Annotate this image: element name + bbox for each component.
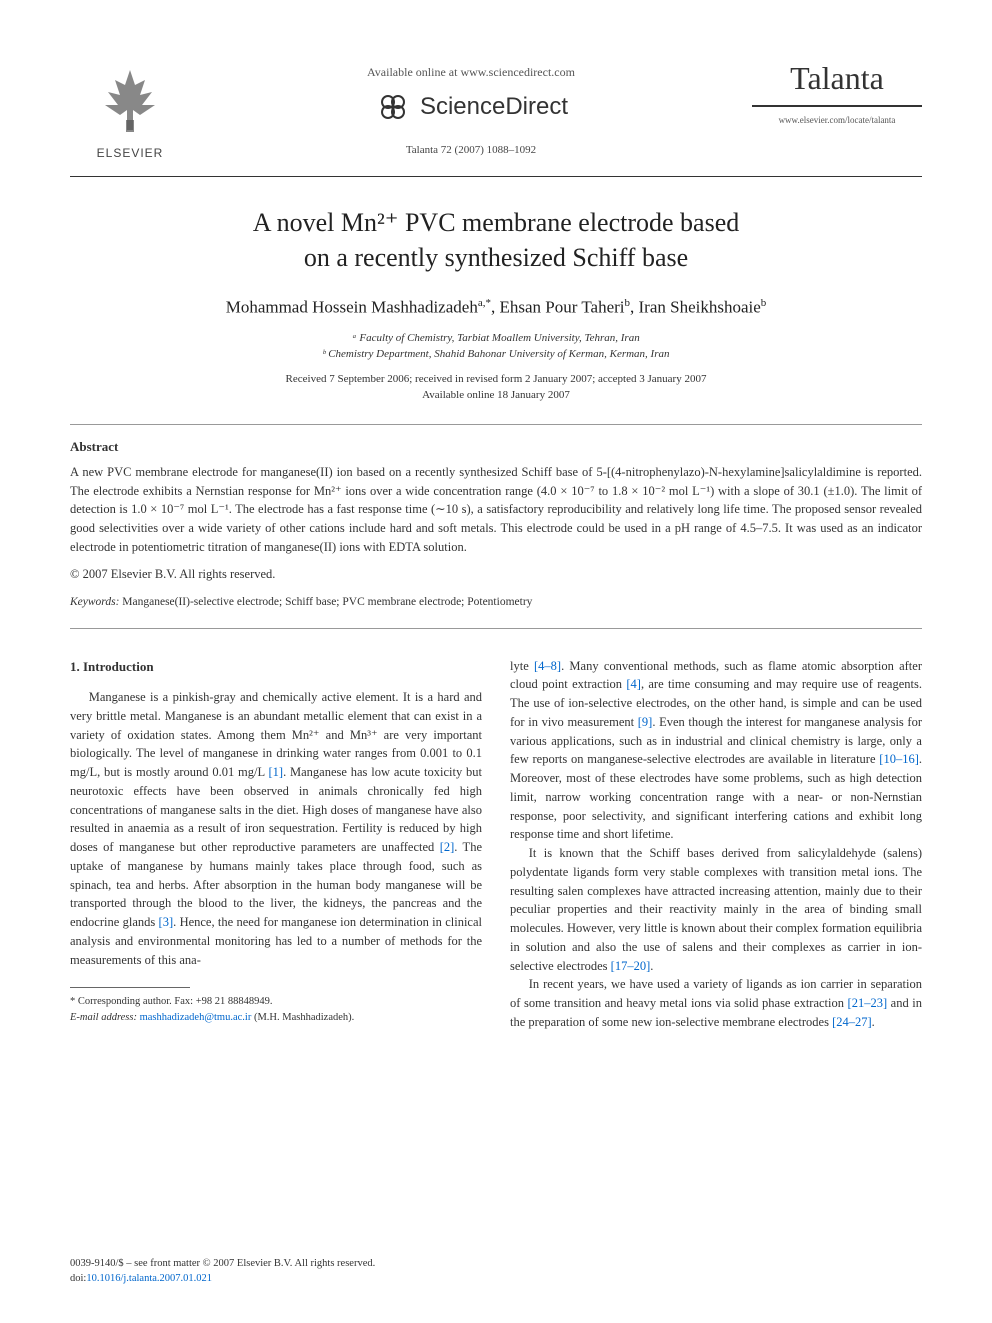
center-header: Available online at www.sciencedirect.co… [190,60,752,156]
intro-paragraph-1-cont: lyte [4–8]. Many conventional methods, s… [510,657,922,845]
title-line1: A novel Mn²⁺ PVC membrane electrode base… [253,208,740,237]
author3: , Iran Sheikhshoaie [630,298,761,317]
top-rule [70,176,922,177]
ref-3[interactable]: [3] [159,915,174,929]
online-line: Available online 18 January 2007 [422,389,570,401]
ref-24-27[interactable]: [24–27] [832,1015,872,1029]
affiliation-a: ᵃ Faculty of Chemistry, Tarbiat Moallem … [70,330,922,347]
ref-1[interactable]: [1] [269,765,284,779]
keywords-text: Manganese(II)-selective electrode; Schif… [119,596,532,608]
ref-17-20[interactable]: [17–20] [611,959,651,973]
ref-21-23[interactable]: [21–23] [848,996,888,1010]
author3-sup: b [761,297,767,309]
abstract-bottom-rule [70,628,922,629]
footnote-email[interactable]: mashhadizadeh@tmu.ac.ir [140,1012,252,1023]
sciencedirect-row: ScienceDirect [190,88,752,126]
footnote-email-label: E-mail address: [70,1012,140,1023]
intro-paragraph-3: In recent years, we have used a variety … [510,975,922,1031]
ref-9[interactable]: [9] [638,715,653,729]
journal-url: www.elsevier.com/locate/talanta [752,115,922,125]
doi-label: doi: [70,1273,86,1284]
intro-paragraph-2: It is known that the Schiff bases derive… [510,844,922,975]
body-columns: 1. Introduction Manganese is a pinkish-g… [70,657,922,1032]
journal-block: Talanta www.elsevier.com/locate/talanta [752,60,922,125]
column-right: lyte [4–8]. Many conventional methods, s… [510,657,922,1032]
citation-line: Talanta 72 (2007) 1088–1092 [190,144,752,156]
keywords-line: Keywords: Manganese(II)-selective electr… [70,596,922,608]
author2: , Ehsan Pour Taheri [491,298,625,317]
keywords-label: Keywords: [70,596,119,608]
footnote-corr: * Corresponding author. Fax: +98 21 8884… [70,996,273,1007]
authors-line: Mohammad Hossein Mashhadizadeha,*, Ehsan… [70,297,922,318]
abstract-body: A new PVC membrane electrode for mangane… [70,463,922,557]
article-title: A novel Mn²⁺ PVC membrane electrode base… [70,205,922,275]
intro-paragraph-1: Manganese is a pinkish-gray and chemical… [70,688,482,969]
page-footer: 0039-9140/$ – see front matter © 2007 El… [70,1256,375,1288]
sciencedirect-icon [374,88,412,126]
journal-name: Talanta [752,60,922,107]
sciencedirect-label: ScienceDirect [420,93,568,121]
publisher-label: ELSEVIER [97,146,164,160]
footer-copyright: 0039-9140/$ – see front matter © 2007 El… [70,1258,375,1269]
section-1-heading: 1. Introduction [70,657,482,677]
ref-2[interactable]: [2] [440,840,455,854]
corresponding-author-footnote: * Corresponding author. Fax: +98 21 8884… [70,994,482,1026]
abstract-top-rule [70,424,922,425]
affiliation-b: ᵇ Chemistry Department, Shahid Bahonar U… [70,346,922,363]
ref-4[interactable]: [4] [626,677,641,691]
abstract-heading: Abstract [70,439,922,455]
title-line2: on a recently synthesized Schiff base [304,243,688,272]
received-line: Received 7 September 2006; received in r… [286,373,707,385]
footnote-email-tail: (M.H. Mashhadizadeh). [251,1012,354,1023]
elsevier-tree-icon [90,60,170,140]
doi-link[interactable]: 10.1016/j.talanta.2007.01.021 [86,1273,212,1284]
copyright-line: © 2007 Elsevier B.V. All rights reserved… [70,567,922,582]
dates-block: Received 7 September 2006; received in r… [70,371,922,404]
author1: Mohammad Hossein Mashhadizadeh [226,298,478,317]
header-row: ELSEVIER Available online at www.science… [70,60,922,160]
publisher-block: ELSEVIER [70,60,190,160]
column-left: 1. Introduction Manganese is a pinkish-g… [70,657,482,1032]
ref-4-8[interactable]: [4–8] [534,659,561,673]
footnote-rule [70,987,190,988]
ref-10-16[interactable]: [10–16] [879,752,919,766]
available-online-text: Available online at www.sciencedirect.co… [190,65,752,80]
